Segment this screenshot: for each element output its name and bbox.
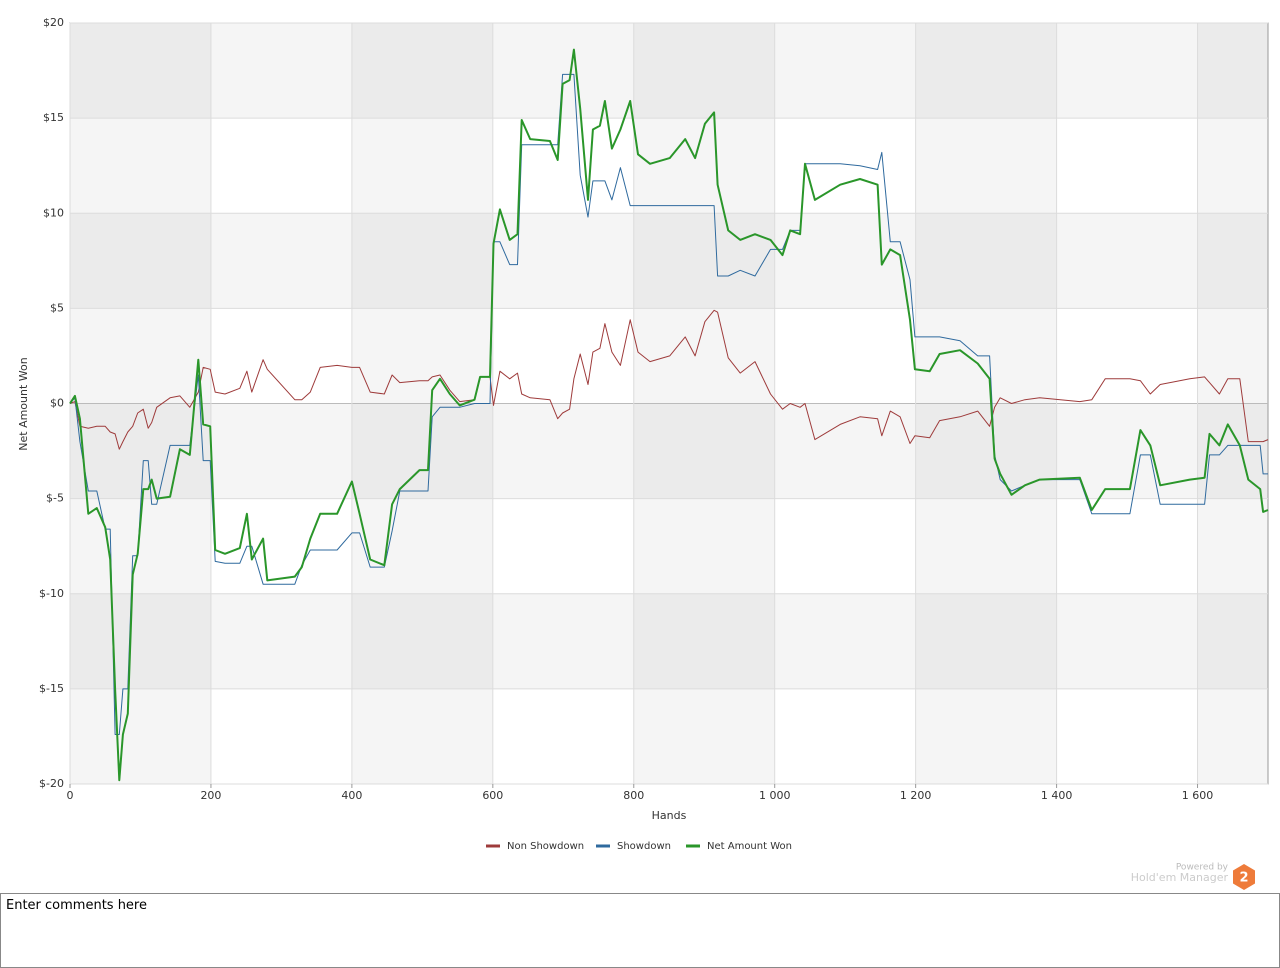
y-tick-label: $15 xyxy=(43,111,64,124)
x-axis-title: Hands xyxy=(652,809,687,822)
row-band xyxy=(70,403,1268,499)
y-tick-label: $20 xyxy=(43,16,64,29)
y-tick-label: $5 xyxy=(50,301,64,314)
series-line xyxy=(69,73,1268,735)
x-tick-label: 1 200 xyxy=(900,789,932,802)
x-tick-label: 400 xyxy=(341,789,362,802)
logo-number: 2 xyxy=(1239,871,1248,886)
legend-label: Net Amount Won xyxy=(707,841,792,852)
legend-label: Showdown xyxy=(617,841,671,852)
x-tick-label: 600 xyxy=(482,789,503,802)
x-tick-label: 1 400 xyxy=(1041,789,1073,802)
series-line xyxy=(69,48,1269,782)
y-tick-label: $-15 xyxy=(39,682,64,695)
x-tick-label: 200 xyxy=(200,789,221,802)
x-tick-label: 1 000 xyxy=(759,789,791,802)
powered-by: Powered by xyxy=(1176,863,1229,873)
row-band xyxy=(70,23,1268,119)
comments-box[interactable]: Enter comments here xyxy=(0,893,1280,968)
x-tick-label: 800 xyxy=(623,789,644,802)
y-tick-label: $10 xyxy=(43,206,64,219)
y-tick-label: $-20 xyxy=(39,777,64,790)
row-band xyxy=(70,213,1268,309)
series-line xyxy=(69,309,1269,450)
y-tick-label: $0 xyxy=(50,397,64,410)
y-tick-label: $-5 xyxy=(46,492,64,505)
y-axis-title: Net Amount Won xyxy=(17,357,30,450)
legend-label: Non Showdown xyxy=(507,841,584,852)
logo-badge xyxy=(1233,864,1255,890)
grid xyxy=(69,22,1268,788)
chart: Hands Net Amount Won Powered by Hold'em … xyxy=(17,16,1269,890)
product-name: Hold'em Manager xyxy=(1131,871,1229,884)
row-band xyxy=(70,593,1268,689)
x-tick-label: 0 xyxy=(67,789,74,802)
x-tick-label: 1 600 xyxy=(1182,789,1214,802)
y-tick-label: $-10 xyxy=(39,587,64,600)
